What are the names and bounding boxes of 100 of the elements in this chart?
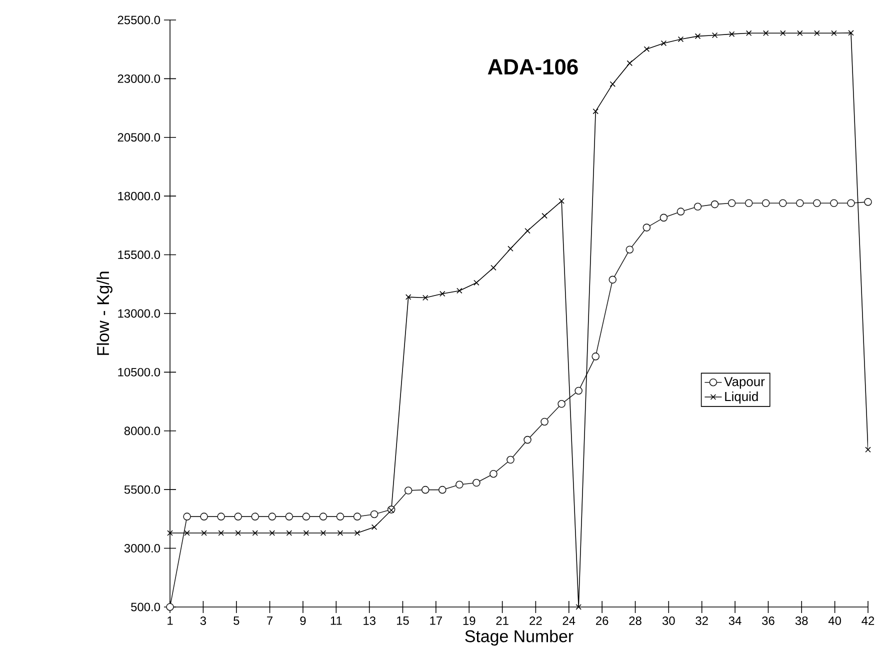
x-tick-label: 17 — [430, 616, 442, 625]
point — [269, 530, 276, 536]
point — [864, 198, 872, 206]
x-tick-label: 9 — [300, 616, 306, 625]
x-tick-label: 5 — [234, 616, 240, 625]
x-tick-label: 11 — [330, 616, 342, 625]
point — [421, 486, 430, 494]
point — [831, 30, 837, 36]
point — [184, 530, 190, 536]
point — [251, 512, 260, 520]
point — [644, 46, 650, 52]
point — [508, 246, 514, 252]
point — [626, 60, 633, 66]
point — [438, 486, 446, 494]
point — [490, 470, 498, 478]
point — [490, 264, 496, 271]
point — [474, 280, 480, 286]
point — [217, 512, 225, 520]
point — [542, 212, 548, 219]
point — [762, 199, 770, 208]
x-tick-label: 34 — [728, 616, 742, 625]
point — [642, 224, 651, 232]
point — [540, 418, 548, 426]
point — [694, 33, 701, 40]
point — [558, 400, 566, 408]
point — [574, 386, 582, 395]
point — [320, 530, 326, 536]
point — [302, 512, 310, 520]
y-tick-label: 8000.0 — [124, 426, 160, 436]
y-tick-label: 10500.0 — [118, 368, 160, 376]
text: ADA-106 — [488, 59, 578, 75]
x-tick-label: 36 — [762, 616, 774, 625]
point — [797, 30, 803, 36]
point — [712, 32, 718, 38]
point — [710, 200, 719, 208]
y-tick-label: 15500.0 — [118, 250, 160, 260]
point — [744, 199, 753, 208]
point — [678, 36, 684, 42]
point — [778, 199, 787, 208]
point — [167, 530, 173, 536]
point — [762, 30, 769, 36]
x-tick-label: 19 — [463, 616, 476, 625]
point — [847, 199, 855, 208]
x-tick-label: 26 — [596, 616, 608, 625]
x-tick-label: 42 — [862, 616, 874, 625]
point — [200, 512, 208, 520]
y-tick-label: 18000.0 — [118, 192, 160, 200]
y-tick-label: 3000.0 — [124, 544, 160, 553]
point — [285, 512, 294, 520]
x-tick-label: 15 — [396, 616, 409, 625]
x-tick-label: 40 — [828, 616, 841, 625]
x-tick-label: 28 — [629, 616, 642, 625]
point — [354, 530, 360, 536]
point — [694, 202, 702, 211]
point — [660, 40, 667, 46]
x-tick-label: 22 — [530, 616, 542, 625]
x-tick-label: 30 — [662, 616, 675, 625]
point — [780, 30, 786, 36]
point — [728, 199, 736, 208]
point — [456, 480, 464, 489]
y-tick-label: 20500.0 — [118, 133, 160, 142]
x-tick-label: 13 — [364, 616, 376, 625]
x-tick-label: 38 — [795, 616, 808, 625]
x-tick-label: 21 — [496, 616, 508, 625]
point — [626, 246, 634, 254]
point — [353, 512, 362, 520]
point — [370, 510, 378, 518]
legend-label: Vapour — [724, 377, 765, 389]
point — [608, 276, 617, 284]
y-tick-label: 13000.0 — [118, 309, 160, 318]
point — [796, 199, 804, 208]
point — [234, 512, 242, 520]
y-tick-label: 23000.0 — [118, 74, 160, 83]
point — [183, 512, 191, 520]
point — [592, 352, 600, 360]
point — [472, 478, 480, 487]
point — [814, 30, 820, 36]
point — [660, 214, 668, 222]
point — [506, 456, 514, 464]
point — [524, 228, 530, 234]
point — [746, 30, 752, 36]
x-tick-label: 3 — [200, 616, 206, 625]
y-tick-label: 5500.0 — [124, 485, 160, 494]
point — [201, 530, 207, 536]
point — [286, 530, 292, 536]
x-tick-label: 24 — [562, 616, 576, 625]
point — [865, 446, 871, 453]
point — [558, 198, 564, 204]
point — [235, 530, 241, 536]
point — [576, 604, 582, 610]
x-tick-label: 1 — [168, 616, 173, 625]
point — [218, 530, 224, 536]
point — [728, 31, 735, 37]
point — [592, 108, 598, 114]
point — [524, 436, 532, 444]
x-axis-title: Stage Number — [465, 630, 574, 646]
point — [676, 208, 685, 216]
point — [337, 530, 344, 536]
point — [371, 524, 378, 530]
point — [336, 512, 344, 520]
